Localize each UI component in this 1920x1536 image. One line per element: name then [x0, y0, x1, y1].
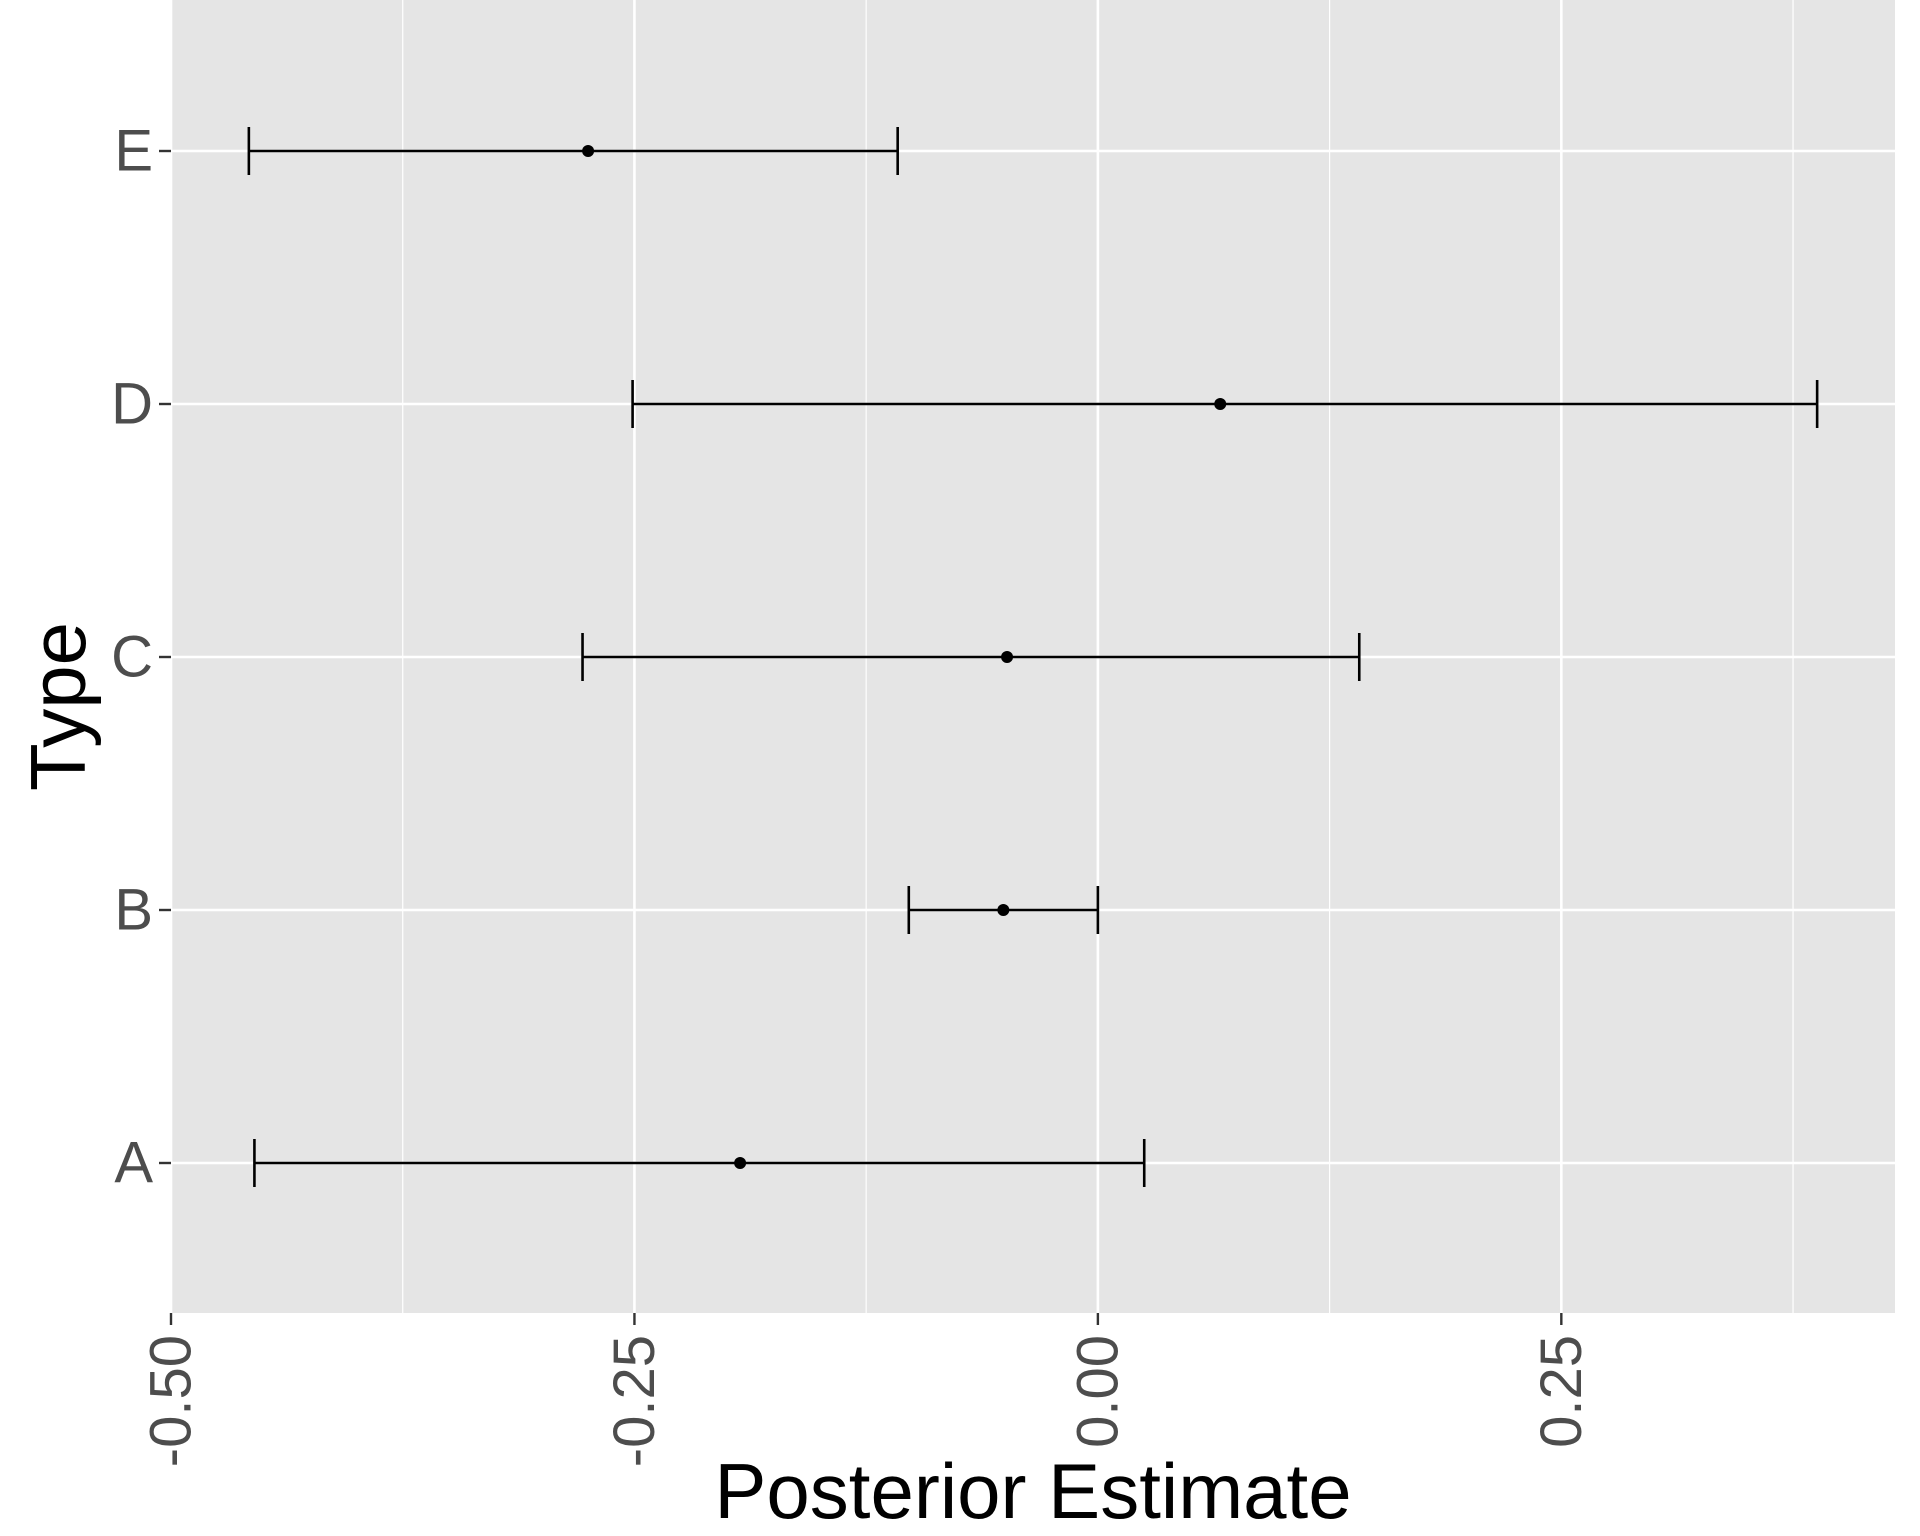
- error-bars: [247, 127, 1819, 1187]
- point-estimate: [1001, 651, 1014, 663]
- x-tick-label: 0.00: [1065, 1335, 1130, 1448]
- y-tick-label-d: D: [111, 372, 153, 437]
- error-bar-c: [581, 633, 1361, 681]
- error-bar-a: [253, 1139, 1146, 1187]
- point-estimate: [582, 145, 595, 157]
- x-tick-label: -0.50: [139, 1335, 204, 1467]
- y-tick-label-e: E: [114, 119, 153, 184]
- y-axis-title: Type: [14, 622, 102, 791]
- point-estimate: [734, 1157, 747, 1169]
- y-tick-label-b: B: [114, 878, 153, 943]
- axis-ticks: -0.50 -0.25 0.00 0.25 A B C D E: [111, 119, 1594, 1468]
- x-axis-title: Posterior Estimate: [714, 1447, 1351, 1535]
- y-tick-label-c: C: [111, 625, 153, 690]
- x-tick-label: -0.25: [602, 1335, 667, 1467]
- x-tick-label: 0.25: [1529, 1335, 1594, 1448]
- y-tick-label-a: A: [114, 1131, 153, 1196]
- error-bar-d: [631, 380, 1819, 428]
- point-estimate: [997, 904, 1010, 916]
- error-bar-e: [247, 127, 899, 175]
- point-estimate: [1214, 398, 1227, 410]
- error-bar-b: [907, 886, 1100, 934]
